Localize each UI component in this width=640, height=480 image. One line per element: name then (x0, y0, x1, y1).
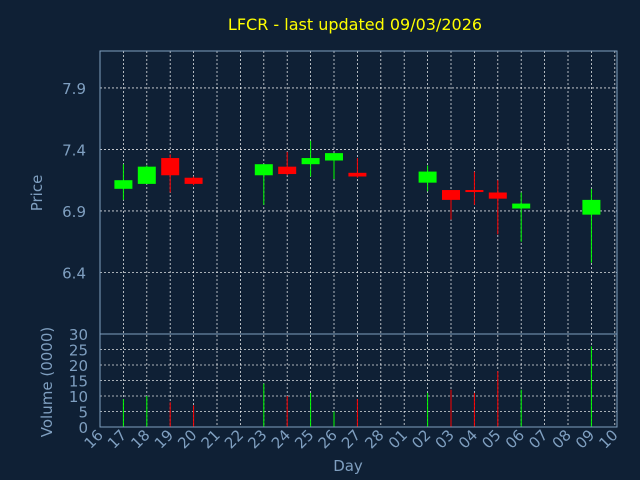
x-tick-label: 03 (432, 426, 458, 452)
x-tick-label: 27 (338, 426, 364, 452)
x-tick-label: 25 (291, 426, 317, 452)
x-tick-label: 28 (361, 426, 387, 452)
x-tick-label: 01 (385, 426, 411, 452)
candle-body (137, 166, 156, 184)
candle-layer (114, 140, 601, 263)
x-tick-label: 26 (315, 426, 341, 452)
volume-tick-label: 30 (69, 326, 88, 344)
candle-body (161, 158, 180, 176)
volume-tick-label: 20 (69, 357, 88, 375)
candle-body (442, 190, 460, 200)
axis-layer: 6.46.97.47.90510152025301617181920212223… (62, 50, 622, 452)
volume-panel-frame (99, 333, 618, 428)
x-tick-label: 08 (549, 426, 575, 452)
x-tick-label: 24 (268, 426, 294, 452)
volume-tick-label: 5 (78, 404, 88, 422)
x-tick-label: 06 (502, 426, 528, 452)
candle-body (418, 171, 437, 183)
x-tick-label: 10 (595, 426, 621, 452)
x-axis-label: Day (333, 457, 363, 475)
candle-body (512, 203, 531, 209)
price-tick-label: 6.4 (62, 264, 86, 282)
volume-layer (122, 346, 592, 427)
volume-axis-label: Volume (0000) (38, 327, 56, 437)
candle-body (465, 190, 484, 193)
x-tick-label: 18 (127, 426, 153, 452)
candle-body (488, 192, 507, 199)
x-tick-label: 20 (174, 426, 200, 452)
price-tick-label: 7.4 (62, 141, 86, 159)
x-tick-label: 09 (572, 426, 598, 452)
candle-body (278, 166, 297, 175)
candle-body (301, 158, 320, 165)
x-tick-label: 07 (525, 426, 551, 452)
candle-body (582, 199, 601, 215)
volume-tick-label: 15 (69, 373, 88, 391)
x-tick-label: 05 (478, 426, 504, 452)
candle-body (254, 164, 273, 176)
x-tick-label: 17 (104, 426, 130, 452)
grid-layer (100, 51, 617, 427)
candle-body (184, 177, 203, 184)
x-tick-label: 04 (455, 426, 481, 452)
x-tick-label: 22 (221, 426, 247, 452)
volume-tick-label: 10 (69, 388, 88, 406)
price-tick-label: 6.9 (62, 203, 86, 221)
price-panel-frame (99, 50, 618, 335)
x-tick-label: 23 (244, 426, 270, 452)
x-tick-label: 21 (198, 426, 224, 452)
x-tick-label: 19 (151, 426, 177, 452)
chart-title: LFCR - last updated 09/03/2026 (228, 15, 482, 34)
candle-body (114, 180, 133, 189)
price-axis-label: Price (28, 175, 46, 212)
volume-tick-label: 0 (78, 419, 88, 437)
volume-tick-label: 25 (69, 342, 88, 360)
price-tick-label: 7.9 (62, 80, 86, 98)
candle-body (325, 153, 343, 161)
x-tick-label: 02 (408, 426, 434, 452)
candle-body (348, 172, 367, 177)
